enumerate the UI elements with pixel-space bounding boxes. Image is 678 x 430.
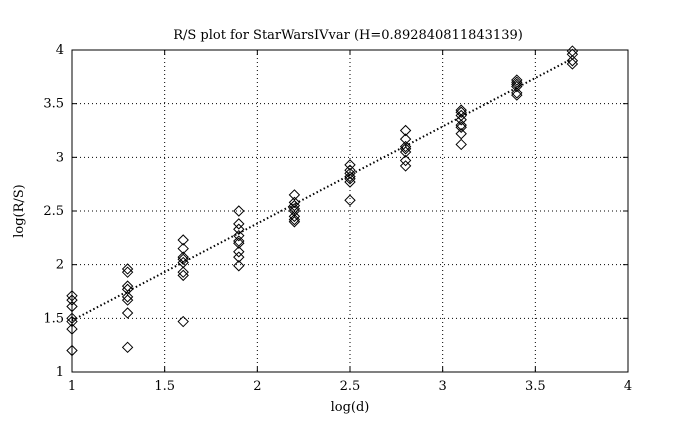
y-tick-label: 1.5 (43, 311, 64, 326)
data-point-diamond (399, 160, 412, 172)
data-point-diamond (66, 344, 78, 357)
data-point-diamond (344, 170, 356, 183)
data-point-diamond (121, 307, 134, 319)
x-axis-label: log(d) (331, 400, 370, 415)
regression-fit-line (71, 57, 573, 322)
y-axis-label: log(R/S) (12, 184, 27, 238)
data-point-diamond (344, 159, 356, 171)
data-point-diamond (121, 263, 134, 275)
data-point-diamond (233, 218, 245, 230)
data-point-diamond (177, 315, 189, 328)
data-point-diamond (233, 260, 245, 272)
x-tick-label: 4 (624, 379, 632, 394)
x-tick-label: 2.5 (340, 379, 361, 394)
chart-title: R/S plot for StarWarsIVvar (H=0.89284081… (173, 28, 523, 43)
data-point-diamond (455, 128, 467, 140)
y-tick-label: 3.5 (43, 97, 64, 112)
data-point-diamond (177, 251, 189, 263)
y-tick-label: 3 (56, 150, 64, 165)
y-tick-label: 1 (56, 365, 64, 380)
data-point-diamond (511, 74, 523, 86)
data-point-diamond (121, 294, 134, 306)
data-point-diamond (511, 89, 523, 101)
data-point-diamond (288, 189, 301, 201)
data-point-diamond (66, 323, 78, 335)
data-point-diamond (177, 234, 189, 246)
data-point-diamond (121, 283, 134, 296)
data-point-diamond (566, 48, 579, 61)
data-point-diamond (288, 196, 301, 209)
data-point-diamond (511, 76, 523, 88)
data-point-diamond (233, 251, 245, 263)
data-point-diamond (288, 205, 301, 217)
data-point-diamond (177, 266, 189, 278)
data-point-diamond (121, 341, 134, 354)
data-point-diamond (66, 312, 78, 325)
x-tick-label: 3.5 (525, 379, 546, 394)
data-point-diamond (511, 78, 523, 91)
data-point-diamond (344, 167, 356, 180)
y-tick-label: 2 (56, 258, 64, 273)
data-point-diamond (288, 213, 301, 226)
data-point-diamond (233, 205, 245, 217)
data-point-diamond (455, 138, 467, 151)
data-point-diamond (233, 237, 245, 249)
data-point-diamond (121, 291, 134, 303)
data-point-diamond (233, 246, 245, 258)
data-point-diamond (566, 55, 579, 67)
data-point-diamond (455, 119, 467, 131)
data-point-diamond (177, 253, 189, 266)
data-point-diamond (455, 114, 467, 126)
data-point-diamond (399, 124, 412, 137)
data-point-diamond (511, 80, 523, 93)
data-point-diamond (399, 146, 412, 158)
data-point-diamond (121, 266, 134, 278)
data-point-diamond (121, 280, 134, 292)
grid-lines (72, 50, 628, 372)
data-point-diamond (177, 242, 189, 255)
data-point-diamond (288, 216, 301, 228)
data-point-diamond (566, 45, 579, 57)
data-point-diamond (344, 164, 356, 176)
data-point-diamond (233, 235, 245, 247)
data-point-diamond (66, 300, 78, 313)
data-point-diamond (455, 106, 467, 118)
data-points (66, 45, 579, 357)
data-point-diamond (566, 58, 579, 70)
data-point-diamond (511, 87, 523, 99)
y-tick-label: 2.5 (43, 204, 64, 219)
data-point-diamond (455, 121, 467, 133)
data-point-diamond (399, 154, 412, 167)
data-point-diamond (66, 294, 78, 306)
data-point-diamond (344, 194, 356, 206)
data-point-diamond (399, 140, 412, 153)
x-tick-label: 1 (68, 379, 76, 394)
data-point-diamond (66, 290, 78, 302)
data-point-diamond (288, 203, 301, 215)
x-tick-label: 3 (439, 379, 447, 394)
data-point-diamond (288, 199, 301, 212)
data-point-diamond (344, 176, 356, 188)
data-point-diamond (288, 210, 301, 223)
x-tick-label: 2 (253, 379, 261, 394)
y-tick-label: 4 (56, 43, 64, 58)
axis-ticks: 1 1.5 2 2.5 3 3.5 4 1 1.5 2 2.5 3 3.5 4 (43, 43, 632, 394)
data-point-diamond (233, 223, 245, 235)
data-point-diamond (344, 173, 356, 185)
data-point-diamond (66, 315, 78, 328)
data-point-diamond (177, 269, 189, 282)
x-tick-label: 1.5 (154, 379, 175, 394)
